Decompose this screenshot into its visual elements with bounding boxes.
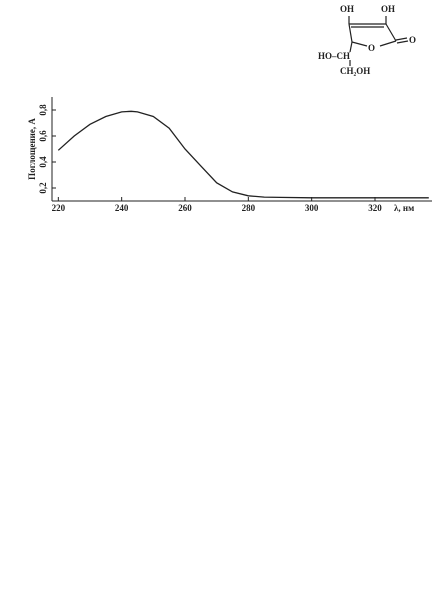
structure-label: OH — [340, 4, 354, 14]
bond — [349, 41, 353, 53]
x-tick-label: 280 — [242, 203, 256, 213]
bond — [396, 40, 409, 44]
x-tick-label: 320 — [368, 203, 382, 213]
bond — [385, 23, 397, 42]
y-tick-label: 0,2 — [38, 182, 48, 194]
y-tick-label: 0,8 — [38, 104, 48, 116]
x-tick-label: 220 — [52, 203, 66, 213]
y-axis-label: Поглощение, А — [27, 118, 37, 180]
structure-label: O — [409, 35, 416, 45]
bond — [348, 23, 353, 43]
bond — [395, 37, 408, 41]
y-tick-label: 0,6 — [38, 130, 48, 142]
structure-label: OH — [381, 4, 395, 14]
y-tick-label: 0,4 — [38, 156, 48, 168]
bond — [351, 41, 368, 47]
structure-label: O — [368, 43, 375, 53]
bond — [379, 40, 397, 47]
x-tick-label: 300 — [305, 203, 319, 213]
x-tick-label: 260 — [178, 203, 192, 213]
spectrum-line — [57, 110, 429, 199]
structure-label: HO–CH — [318, 51, 350, 61]
x-axis-label: λ, нм — [394, 203, 414, 213]
x-tick-label: 240 — [115, 203, 129, 213]
structure-label: CH₂OH — [340, 66, 370, 76]
structure — [348, 16, 409, 66]
